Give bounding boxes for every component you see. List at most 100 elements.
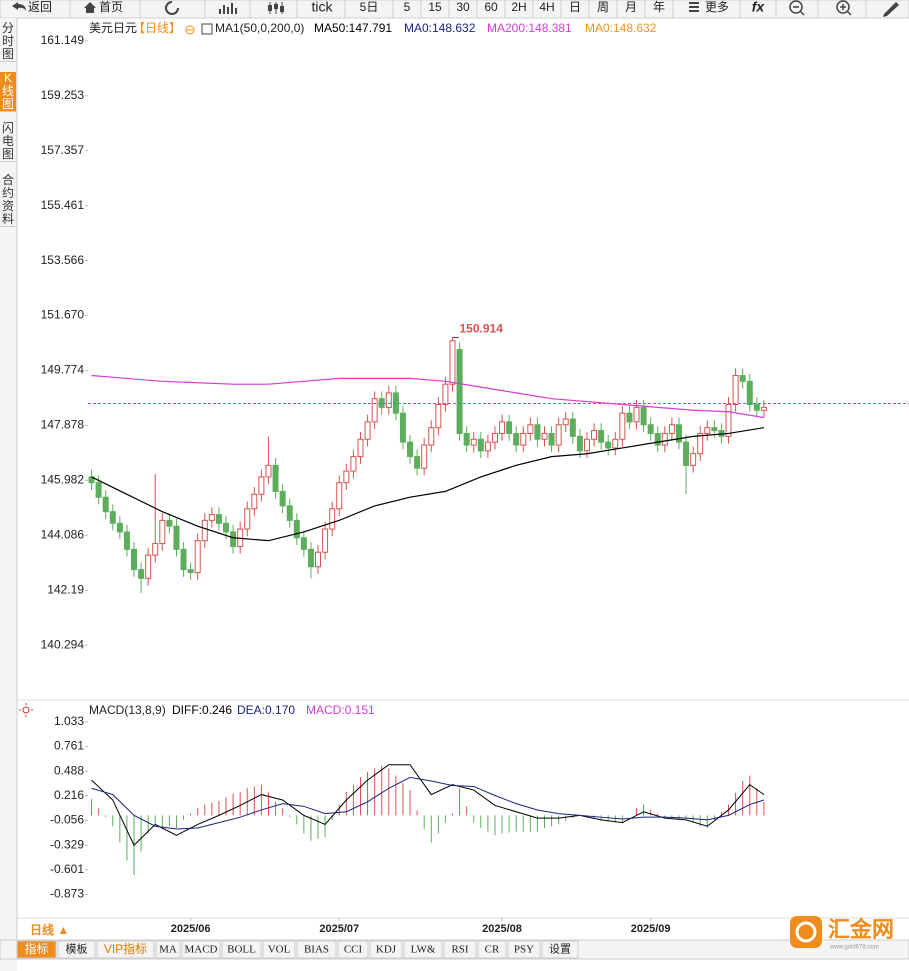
indicator-tab[interactable]: LW& (411, 944, 436, 956)
candle-body (152, 543, 159, 556)
tab-background (477, 940, 507, 959)
candle-body (428, 427, 435, 446)
toolbar-button[interactable]: 60 (484, 0, 498, 14)
indicator-tab[interactable]: BIAS (304, 944, 329, 956)
indicator-tab[interactable]: RSI (451, 944, 468, 956)
diff-line (91, 764, 765, 847)
candle-body (223, 522, 230, 533)
candle-body (470, 438, 477, 446)
candle-body (350, 456, 357, 472)
candle-body (123, 531, 130, 550)
indicator-tab[interactable]: PSY (514, 944, 534, 956)
candle-body (605, 441, 612, 449)
x-tick-label: 2025/06 (171, 923, 211, 935)
sidebar-tab[interactable]: K线图 (0, 71, 16, 112)
y-tick-label: -0.056 (50, 813, 84, 827)
candle-body (442, 383, 449, 405)
zoom-out-icon[interactable] (789, 0, 803, 14)
candle-body (654, 432, 661, 446)
candle-body (378, 398, 385, 408)
legend-entry: MACD:0.151 (306, 703, 375, 717)
indicator-tab[interactable]: MACD (184, 944, 217, 956)
toolbar-button[interactable]: 首页 (99, 0, 123, 14)
y-tick-label: 151.670 (41, 308, 85, 322)
candle-body (166, 519, 173, 527)
toolbar-button[interactable]: 2H (511, 0, 526, 14)
draw-icon[interactable] (883, 2, 899, 17)
toolbar-button[interactable]: 更多 (705, 0, 729, 14)
candle-body (286, 505, 293, 521)
candle-body (307, 548, 314, 568)
indicator-tab[interactable]: 模板 (66, 942, 88, 956)
indicator-tab[interactable]: MA (159, 944, 177, 956)
macd-settings-icon[interactable] (19, 703, 33, 717)
candle-body (640, 406, 647, 426)
indicator-tab[interactable]: KDJ (376, 944, 397, 956)
toolbar-button[interactable]: 月 (625, 0, 637, 14)
candle-body (697, 432, 704, 455)
candle-body (711, 427, 718, 432)
y-tick-label: 159.253 (41, 88, 85, 102)
sidebar-tab[interactable]: 合约资料 (0, 173, 16, 227)
close-icon[interactable] (185, 25, 195, 35)
toolbar-button[interactable]: tick (312, 0, 334, 15)
legend-entry: DEA:0.170 (237, 703, 295, 717)
y-tick-label: 155.461 (41, 198, 85, 212)
sidebar-tab[interactable]: 分时图 (0, 21, 16, 62)
candle-body (159, 519, 166, 545)
tab-background (57, 940, 96, 959)
more-icon[interactable] (689, 2, 699, 12)
y-tick-label: -0.873 (50, 886, 84, 900)
candle-body (449, 340, 456, 385)
bar-icon[interactable] (219, 3, 237, 14)
candle-body (661, 432, 668, 446)
indicator-icon[interactable] (201, 23, 213, 35)
home-icon[interactable] (84, 2, 96, 13)
toolbar-button[interactable]: 5日 (360, 0, 379, 14)
toolbar-button[interactable]: 周 (597, 0, 609, 14)
candle-body (583, 438, 590, 452)
candle-body (315, 551, 322, 568)
indicator-tab[interactable]: VOL (268, 944, 291, 956)
candle-body (371, 398, 378, 423)
refresh-icon[interactable] (165, 1, 179, 15)
candle-body (230, 531, 237, 547)
indicator-tab[interactable]: CCI (344, 944, 363, 956)
candle-body (407, 441, 414, 458)
candle-body (753, 403, 760, 411)
indicator-tab[interactable]: VIP指标 (104, 941, 147, 956)
toolbar-button[interactable]: 15 (428, 0, 442, 14)
x-tick-label: 2025/09 (631, 923, 671, 935)
candle-body (576, 435, 583, 452)
candle-body (364, 421, 371, 440)
y-tick-label: 144.086 (41, 527, 85, 541)
back-icon[interactable] (12, 2, 26, 11)
toolbar-button[interactable]: 年 (653, 0, 665, 14)
toolbar-button[interactable]: 5 (404, 0, 411, 14)
toolbar-button[interactable]: 返回 (28, 0, 52, 14)
candle-body (591, 430, 598, 440)
indicator-tab[interactable]: BOLL (227, 944, 256, 956)
indicator-tab[interactable]: 指标 (24, 941, 48, 956)
sidebar-tab[interactable]: 闪电图 (0, 121, 16, 162)
candle-body (534, 424, 541, 440)
y-tick-label: 0.761 (54, 739, 84, 753)
tab-background (403, 940, 443, 959)
candle-body (683, 441, 690, 466)
candle-body (251, 493, 258, 510)
period-selector[interactable]: 日线 ▲ (30, 922, 69, 937)
candle-body (180, 548, 187, 571)
zoom-in-icon[interactable] (836, 0, 850, 14)
indicator-tab[interactable]: 设置 (549, 943, 571, 956)
toolbar-button[interactable]: fx (752, 0, 766, 15)
toolbar-button[interactable]: 4H (539, 0, 554, 14)
tab-background (181, 940, 221, 959)
candle-body (548, 432, 555, 446)
candle-body (279, 490, 286, 507)
indicator-tab[interactable]: CR (485, 944, 500, 956)
candle-body (357, 438, 364, 458)
toolbar-button[interactable]: 日 (569, 0, 581, 14)
toolbar-button[interactable]: 30 (456, 0, 470, 14)
candle-body (633, 406, 640, 423)
